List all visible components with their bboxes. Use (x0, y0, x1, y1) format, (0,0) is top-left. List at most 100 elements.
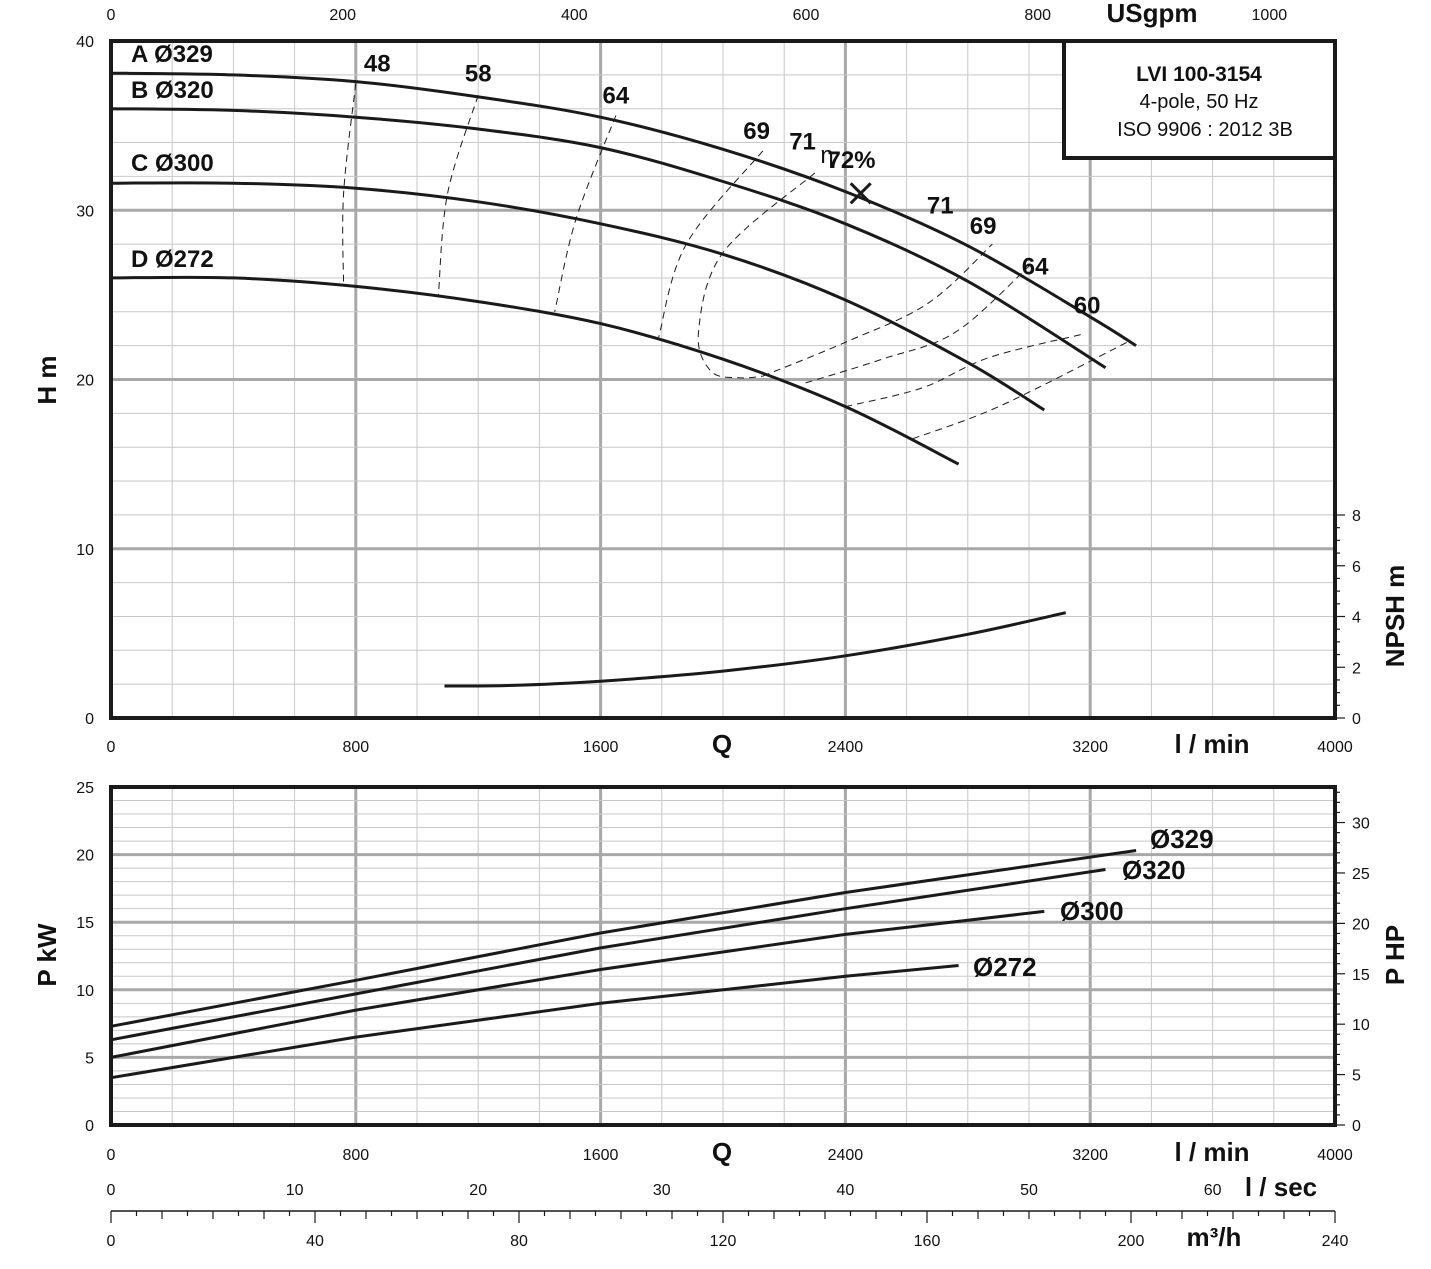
y-tick-label: 5 (85, 1050, 94, 1067)
y-tick-label: 40 (76, 34, 94, 51)
usgpm-tick-label: 400 (561, 7, 588, 24)
m3h-unit-label: m³/h (1187, 1222, 1242, 1252)
x-unit-label: l / min (1174, 729, 1249, 759)
y-tick-label: 20 (76, 373, 94, 390)
lsec-tick-label: 50 (1020, 1182, 1038, 1199)
hp-axis-label: P HP (1380, 925, 1410, 985)
lsec-tick-label: 0 (107, 1182, 116, 1199)
efficiency-label: 58 (465, 61, 492, 88)
power-curve-label: Ø272 (973, 952, 1037, 982)
m3h-tick-label: 240 (1322, 1233, 1349, 1250)
hp-tick-label: 5 (1352, 1068, 1361, 1085)
efficiency-contour (845, 333, 1085, 408)
head-curve-label: C Ø300 (131, 150, 214, 177)
y-tick-label: 15 (76, 915, 94, 932)
efficiency-contour (437, 95, 479, 295)
usgpm-tick-label: 1000 (1252, 7, 1288, 24)
head-curve-4 (110, 275, 960, 466)
power-curve-1 (110, 849, 1137, 1028)
power-chart-panel: 0 800 1600 2400 3200 4000 0 5 10 15 20 25 Q l / min P … (32, 780, 1410, 1167)
hp-tick-label: 10 (1352, 1017, 1370, 1034)
npsh-tick-label: 0 (1352, 711, 1361, 728)
head-curve-label: B Ø320 (131, 77, 214, 104)
y-tick-label: 25 (76, 780, 94, 797)
y-tick-label: 0 (85, 1118, 94, 1135)
power-curve-3 (110, 909, 1045, 1059)
x-tick-label: 2400 (828, 739, 864, 756)
efficiency-label: 64 (1022, 254, 1049, 281)
x-axis-letter: Q (712, 729, 732, 759)
power-curve-label: Ø320 (1122, 855, 1186, 885)
x-tick-label: 0 (107, 1147, 116, 1164)
head-curve-2 (110, 107, 1107, 369)
m3h-tick-label: 40 (306, 1233, 324, 1250)
usgpm-tick-label: 0 (107, 7, 116, 24)
power-curve-label: Ø329 (1150, 824, 1214, 854)
lsec-unit-label: l / sec (1245, 1172, 1317, 1202)
npsh-axis-label: NPSH m (1380, 565, 1410, 668)
efficiency-label: 72% (827, 147, 875, 174)
lsec-tick-label: 20 (469, 1182, 487, 1199)
x-tick-label: 4000 (1317, 739, 1353, 756)
x-tick-label: 800 (342, 1147, 369, 1164)
flow-unit-scales: 0 10 20 30 40 50 60 l / sec 0 40 80 120 160 200 240 m³/… (107, 1172, 1349, 1252)
efficiency-contour (912, 341, 1128, 440)
head-curve-label: D Ø272 (131, 246, 214, 273)
hp-tick-label: 20 (1352, 916, 1370, 933)
y-tick-label: 10 (76, 983, 94, 1000)
x-tick-label: 3200 (1072, 739, 1108, 756)
efficiency-label: 71 (789, 128, 816, 155)
efficiency-label: 48 (364, 50, 391, 77)
efficiency-contour (805, 265, 1030, 384)
efficiency-label: 71 (927, 193, 954, 220)
hp-tick-label: 15 (1352, 967, 1370, 984)
x-tick-label: 800 (342, 739, 369, 756)
efficiency-label: η (820, 142, 833, 169)
m3h-tick-label: 160 (914, 1233, 941, 1250)
efficiency-contour (697, 172, 816, 379)
efficiency-contour (762, 243, 993, 377)
lsec-tick-label: 10 (286, 1182, 304, 1199)
efficiency-label: 64 (603, 83, 630, 110)
plot-frame (109, 39, 1337, 720)
model-speed: 4-pole, 50 Hz (1140, 91, 1259, 113)
plot-frame (109, 785, 1337, 1127)
lsec-tick-label: 30 (653, 1182, 671, 1199)
x-axis-letter: Q (712, 1137, 732, 1167)
x-tick-label: 1600 (583, 739, 619, 756)
head-curve-3 (110, 181, 1046, 412)
m3h-tick-label: 200 (1118, 1233, 1145, 1250)
efficiency-contour (342, 83, 357, 287)
npsh-tick-label: 8 (1352, 508, 1361, 525)
y-tick-label: 20 (76, 848, 94, 865)
npsh-curve (444, 611, 1067, 688)
x-tick-label: 3200 (1072, 1147, 1108, 1164)
y-tick-label: 0 (85, 711, 94, 728)
x-tick-label: 4000 (1317, 1147, 1353, 1164)
usgpm-tick-label: 200 (329, 7, 356, 24)
npsh-tick-label: 6 (1352, 559, 1361, 576)
head-curve-1 (110, 71, 1137, 347)
y-axis-label: H m (32, 355, 62, 404)
lsec-tick-label: 60 (1204, 1182, 1222, 1199)
hp-tick-label: 0 (1352, 1118, 1361, 1135)
y-axis-label: P kW (32, 923, 62, 987)
power-curve-label: Ø300 (1060, 896, 1124, 926)
npsh-tick-label: 2 (1352, 660, 1361, 677)
hp-tick-label: 25 (1352, 866, 1370, 883)
x-tick-label: 1600 (583, 1147, 619, 1164)
bep-marker (849, 182, 872, 205)
x-tick-label: 0 (107, 739, 116, 756)
lsec-tick-label: 40 (837, 1182, 855, 1199)
model-name: LVI 100-3154 (1136, 63, 1262, 86)
usgpm-unit-label: USgpm (1107, 0, 1198, 28)
x-unit-label: l / min (1174, 1137, 1249, 1167)
npsh-tick-label: 4 (1352, 610, 1361, 627)
model-info-box (1062, 39, 1337, 160)
y-tick-label: 10 (76, 542, 94, 559)
hp-tick-label: 30 (1352, 816, 1370, 833)
x-tick-label: 2400 (828, 1147, 864, 1164)
y-tick-label: 30 (76, 203, 94, 220)
